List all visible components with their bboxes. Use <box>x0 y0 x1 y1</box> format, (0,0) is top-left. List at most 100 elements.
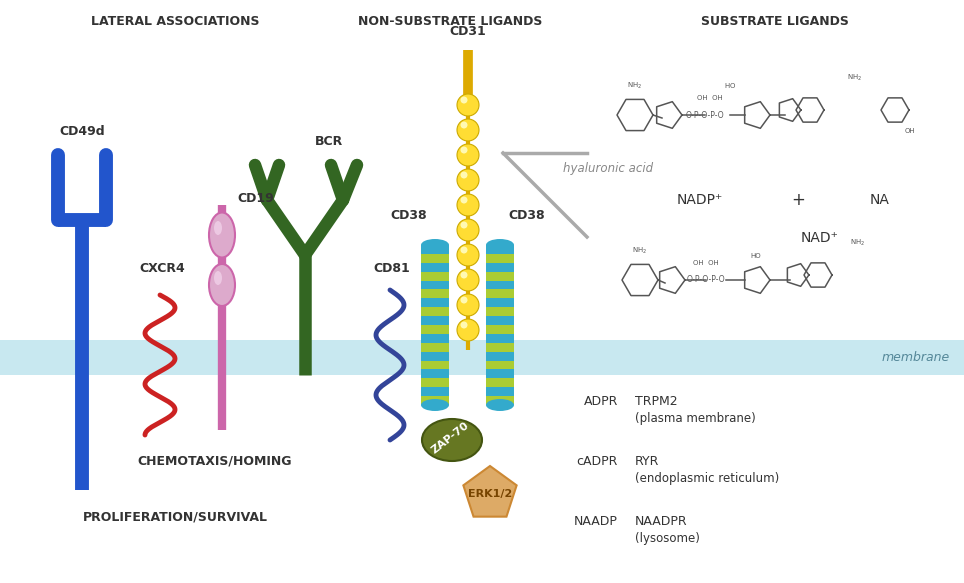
FancyBboxPatch shape <box>486 378 514 387</box>
FancyBboxPatch shape <box>486 334 514 343</box>
Text: ADPR: ADPR <box>583 395 618 408</box>
FancyBboxPatch shape <box>421 280 449 289</box>
Text: HO: HO <box>751 253 762 259</box>
Text: cADPR: cADPR <box>576 455 618 468</box>
Text: CD49d: CD49d <box>59 125 105 138</box>
FancyBboxPatch shape <box>421 334 449 343</box>
FancyBboxPatch shape <box>486 280 514 289</box>
FancyBboxPatch shape <box>486 263 514 272</box>
FancyBboxPatch shape <box>421 360 449 370</box>
Text: NAADPR: NAADPR <box>635 515 687 528</box>
Ellipse shape <box>461 272 468 279</box>
Ellipse shape <box>457 244 479 266</box>
FancyBboxPatch shape <box>421 289 449 298</box>
Ellipse shape <box>421 399 449 411</box>
Text: ZAP-70: ZAP-70 <box>429 420 470 456</box>
FancyBboxPatch shape <box>421 343 449 352</box>
FancyBboxPatch shape <box>421 378 449 387</box>
Ellipse shape <box>457 94 479 116</box>
FancyBboxPatch shape <box>486 298 514 307</box>
Text: ERK1/2: ERK1/2 <box>468 489 512 499</box>
Text: CD31: CD31 <box>449 25 487 38</box>
FancyBboxPatch shape <box>486 387 514 396</box>
Ellipse shape <box>457 294 479 316</box>
Text: PROLIFERATION/SURVIVAL: PROLIFERATION/SURVIVAL <box>83 510 267 523</box>
Ellipse shape <box>457 169 479 191</box>
Text: TRPM2: TRPM2 <box>635 395 678 408</box>
Text: OH: OH <box>905 128 916 134</box>
Text: CHEMOTAXIS/HOMING: CHEMOTAXIS/HOMING <box>138 455 292 468</box>
Text: CD81: CD81 <box>374 262 411 275</box>
FancyBboxPatch shape <box>486 245 514 254</box>
Text: (lysosome): (lysosome) <box>635 532 700 545</box>
FancyBboxPatch shape <box>421 370 449 378</box>
Ellipse shape <box>461 297 468 304</box>
Text: $\mathrm{NH_2}$: $\mathrm{NH_2}$ <box>628 81 643 91</box>
Text: SUBSTRATE LIGANDS: SUBSTRATE LIGANDS <box>701 15 849 28</box>
Ellipse shape <box>457 219 479 241</box>
Ellipse shape <box>461 146 468 153</box>
Text: BCR: BCR <box>315 135 343 148</box>
Text: CD38: CD38 <box>508 209 545 222</box>
Text: (endoplasmic reticulum): (endoplasmic reticulum) <box>635 472 779 485</box>
Ellipse shape <box>461 321 468 328</box>
Ellipse shape <box>209 264 235 306</box>
FancyBboxPatch shape <box>421 272 449 280</box>
Text: $\mathrm{NH_2}$: $\mathrm{NH_2}$ <box>847 73 863 83</box>
Ellipse shape <box>457 119 479 141</box>
Ellipse shape <box>461 196 468 203</box>
FancyBboxPatch shape <box>421 352 449 360</box>
FancyBboxPatch shape <box>421 245 449 254</box>
FancyBboxPatch shape <box>486 307 514 316</box>
Text: RYR: RYR <box>635 455 659 468</box>
Text: hyaluronic acid: hyaluronic acid <box>563 162 654 175</box>
FancyBboxPatch shape <box>421 254 449 263</box>
Text: O-P-O-P-O: O-P-O-P-O <box>686 276 725 285</box>
Ellipse shape <box>461 121 468 128</box>
Text: $\mathrm{HO}$: $\mathrm{HO}$ <box>724 81 736 90</box>
FancyBboxPatch shape <box>486 370 514 378</box>
FancyBboxPatch shape <box>421 298 449 307</box>
Text: CXCR4: CXCR4 <box>139 262 185 275</box>
FancyBboxPatch shape <box>486 360 514 370</box>
Polygon shape <box>464 466 517 517</box>
Text: NAD⁺: NAD⁺ <box>801 231 839 245</box>
Ellipse shape <box>457 144 479 166</box>
Ellipse shape <box>461 171 468 178</box>
Text: LATERAL ASSOCIATIONS: LATERAL ASSOCIATIONS <box>91 15 259 28</box>
Ellipse shape <box>422 419 482 461</box>
FancyBboxPatch shape <box>486 289 514 298</box>
FancyBboxPatch shape <box>486 325 514 334</box>
Text: NON-SUBSTRATE LIGANDS: NON-SUBSTRATE LIGANDS <box>358 15 542 28</box>
FancyBboxPatch shape <box>486 396 514 405</box>
FancyBboxPatch shape <box>486 272 514 280</box>
Text: CD38: CD38 <box>390 209 427 222</box>
Ellipse shape <box>457 269 479 291</box>
FancyBboxPatch shape <box>421 316 449 325</box>
Text: O-P-O-P-O: O-P-O-P-O <box>685 111 724 120</box>
FancyBboxPatch shape <box>486 316 514 325</box>
Text: NAADP: NAADP <box>575 515 618 528</box>
Ellipse shape <box>214 221 222 235</box>
Ellipse shape <box>486 399 514 411</box>
FancyBboxPatch shape <box>421 387 449 396</box>
Ellipse shape <box>209 212 235 258</box>
Text: NADP⁺: NADP⁺ <box>677 193 723 207</box>
Text: OH  OH: OH OH <box>693 260 719 266</box>
Ellipse shape <box>461 97 468 104</box>
Text: $\mathrm{NH_2}$: $\mathrm{NH_2}$ <box>632 246 648 256</box>
Text: (plasma membrane): (plasma membrane) <box>635 412 756 425</box>
Text: +: + <box>791 191 805 209</box>
Ellipse shape <box>461 222 468 229</box>
FancyBboxPatch shape <box>421 325 449 334</box>
Text: OH  OH: OH OH <box>697 95 723 101</box>
FancyBboxPatch shape <box>421 307 449 316</box>
Ellipse shape <box>457 319 479 341</box>
Ellipse shape <box>421 239 449 251</box>
Text: $\mathrm{NH_2}$: $\mathrm{NH_2}$ <box>850 238 866 248</box>
FancyBboxPatch shape <box>421 396 449 405</box>
FancyBboxPatch shape <box>0 340 964 375</box>
FancyBboxPatch shape <box>486 343 514 352</box>
Ellipse shape <box>461 247 468 254</box>
Ellipse shape <box>214 271 222 285</box>
